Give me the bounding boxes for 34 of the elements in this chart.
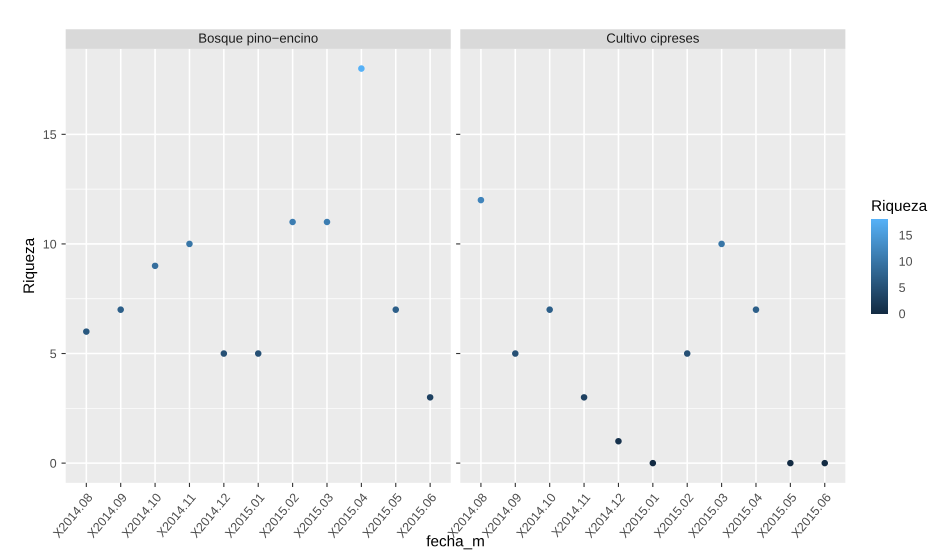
color-bar-label: 10 [900, 256, 912, 266]
point [392, 306, 400, 313]
point [615, 438, 622, 444]
point [478, 196, 484, 204]
point [289, 218, 296, 226]
point [220, 350, 228, 357]
point [580, 394, 588, 401]
point [512, 350, 519, 357]
color-bar-label: 15 [900, 230, 912, 240]
point [684, 350, 690, 357]
y-tick-label: 0 [50, 458, 56, 468]
point [254, 350, 262, 357]
color-bar-label: 5 [899, 283, 906, 292]
color-bar-label: 0 [899, 309, 906, 318]
point [358, 65, 365, 72]
point [117, 306, 124, 313]
point [718, 240, 725, 248]
point [546, 306, 553, 313]
y-tick-label: 10 [44, 240, 56, 249]
point [650, 460, 656, 466]
point [752, 306, 760, 313]
chart-title: Bosque pino−encino [199, 33, 318, 46]
point [821, 460, 828, 466]
point [186, 240, 193, 248]
point [83, 328, 90, 335]
color-bar-title: Riqueza [872, 200, 928, 214]
y-axis-title: Riqueza [22, 238, 38, 293]
point [426, 394, 434, 401]
point [152, 262, 158, 270]
point [324, 218, 330, 226]
y-tick-label: 5 [50, 349, 56, 358]
chart-title: Cultivo cipreses [606, 33, 699, 46]
point [787, 460, 794, 466]
y-tick-label: 15 [44, 130, 56, 139]
